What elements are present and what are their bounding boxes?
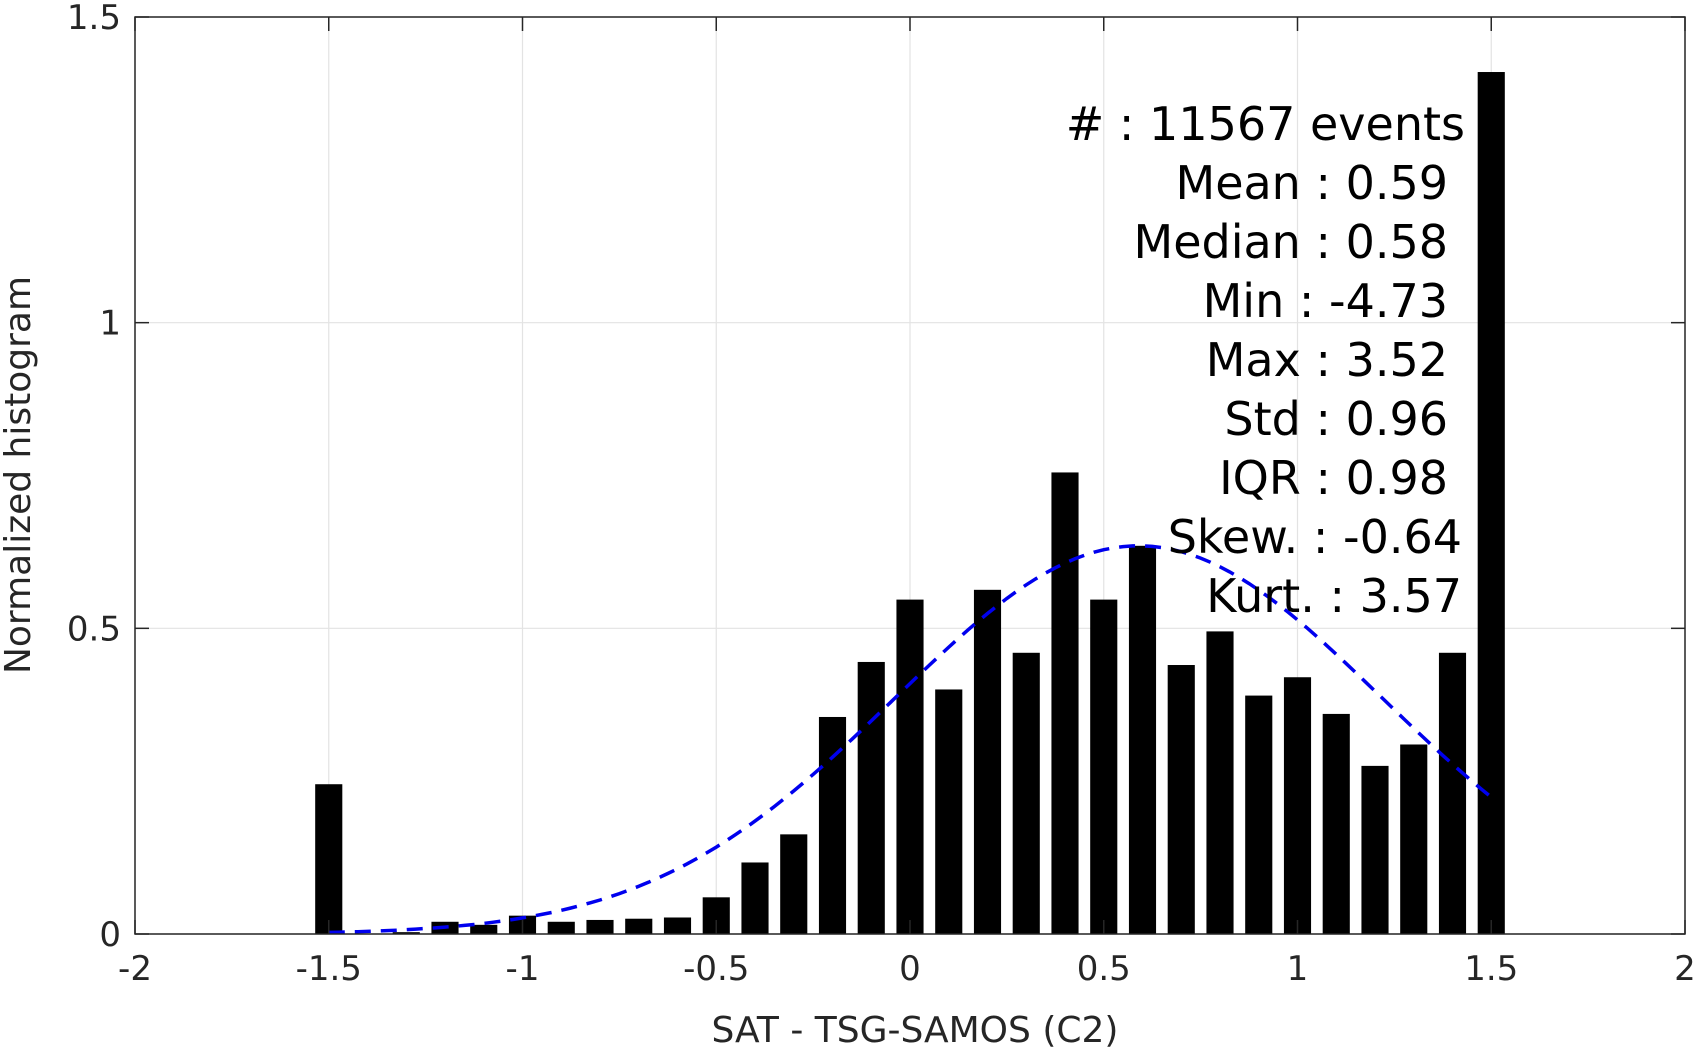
x-tick-label: 2 [1674,949,1696,989]
stat-annotation: IQR : 0.98 [1219,451,1448,505]
histogram-bar [857,661,885,934]
histogram-bar [1090,599,1118,934]
tick-labels: -2 -1.5 -1 -0.5 0 0.5 1 1.5 2 0 0.5 1 1.5 [67,0,1696,989]
histogram-bar [1206,631,1234,934]
histogram-bar [315,784,343,934]
histogram-bar [1012,652,1040,934]
stat-annotation: Max : 3.52 [1206,333,1448,387]
histogram-bar [896,599,924,934]
y-axis-label: Normalized histogram [0,276,39,674]
fit-curve-layer [328,544,1493,935]
histogram-bar [818,716,847,934]
histogram-bar [663,917,692,934]
x-tick-label: 0 [899,949,921,989]
histogram-bar [1361,765,1389,934]
x-tick-label: -2 [118,949,152,989]
histogram-bar [392,932,420,934]
histogram-bar [1283,677,1312,934]
histogram-bar [1400,744,1428,934]
axes [134,16,1686,935]
histogram-bar [586,919,614,934]
stat-annotation: Std : 0.96 [1224,392,1448,446]
y-tick-label: 0.5 [67,609,121,649]
stat-annotation: Skew. : -0.64 [1168,510,1462,564]
x-tick-label: 0.5 [1077,949,1131,989]
histogram-bar [470,924,498,934]
histogram-bar [973,589,1002,934]
histogram-bar [1322,713,1350,934]
histogram-bar [1477,72,1505,934]
y-tick-label: 0 [99,915,121,955]
histogram-bar [1245,695,1273,934]
histogram-bar [1438,652,1467,934]
histogram-bar [1128,545,1157,934]
x-tick-label: -1.5 [296,949,362,989]
x-axis-label: SAT - TSG-SAMOS (C2) [712,1010,1119,1051]
stat-annotation: Min : -4.73 [1203,274,1448,328]
stat-annotation: # : 11567 events [1066,97,1465,151]
x-tick-label: -1 [506,949,540,989]
x-tick-label: 1 [1287,949,1309,989]
x-tick-label: -0.5 [683,949,749,989]
stat-annotation: Kurt. : 3.57 [1206,569,1462,623]
y-tick-label: 1 [99,304,121,344]
histogram-bar [780,834,808,934]
histogram-bar [741,862,769,934]
stat-annotation: Mean : 0.59 [1176,156,1449,210]
histogram-bar [935,689,963,934]
x-tick-label: 1.5 [1464,949,1518,989]
y-tick-label: 1.5 [67,0,121,38]
histogram-bar [1051,472,1079,934]
histogram-bar [625,918,653,934]
histogram-bar [547,921,575,934]
histogram-bar [1167,665,1195,934]
gaussian-fit-curve [328,544,1493,935]
stat-annotation: Median : 0.58 [1134,215,1448,269]
